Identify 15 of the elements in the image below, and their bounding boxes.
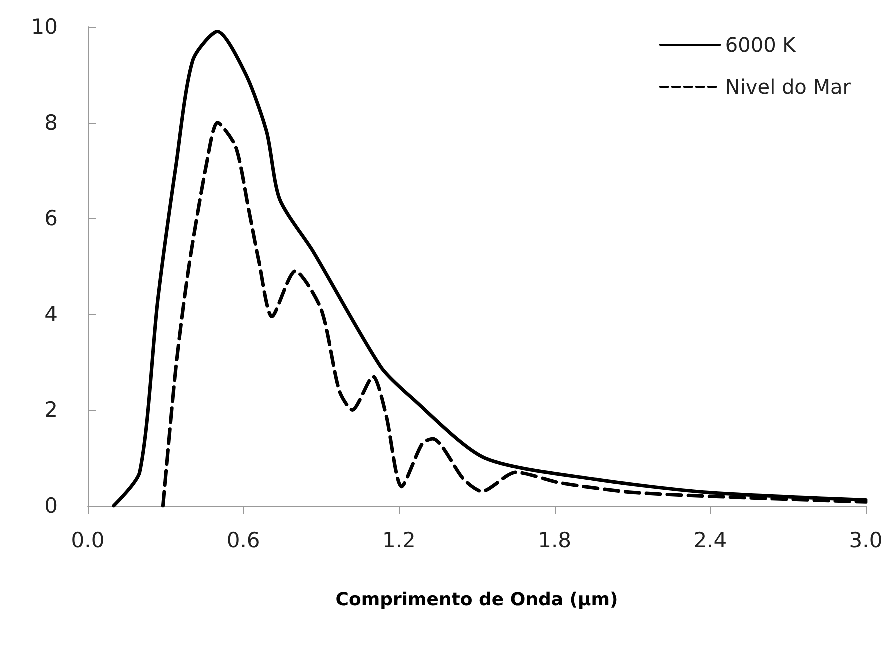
y-tick-label: 0 <box>44 494 58 518</box>
x-tick-label: 1.2 <box>382 528 416 552</box>
x-axis-title: Comprimento de Onda (µm) <box>336 590 618 610</box>
x-tick-label: 1.8 <box>538 528 572 552</box>
x-tick-label: 3.0 <box>849 528 883 552</box>
y-tick-label: 8 <box>44 110 58 135</box>
x-tick-label: 2.4 <box>694 528 728 552</box>
y-tick-label: 10 <box>31 15 58 39</box>
legend-label: Nivel do Mar <box>725 75 852 99</box>
x-tick-label: 0.0 <box>71 528 105 552</box>
x-tick-label: 0.6 <box>226 528 260 552</box>
y-tick-label: 4 <box>44 302 58 326</box>
y-tick-label: 2 <box>44 398 58 422</box>
y-tick-label: 6 <box>44 206 58 231</box>
legend-label: 6000 K <box>725 33 797 57</box>
